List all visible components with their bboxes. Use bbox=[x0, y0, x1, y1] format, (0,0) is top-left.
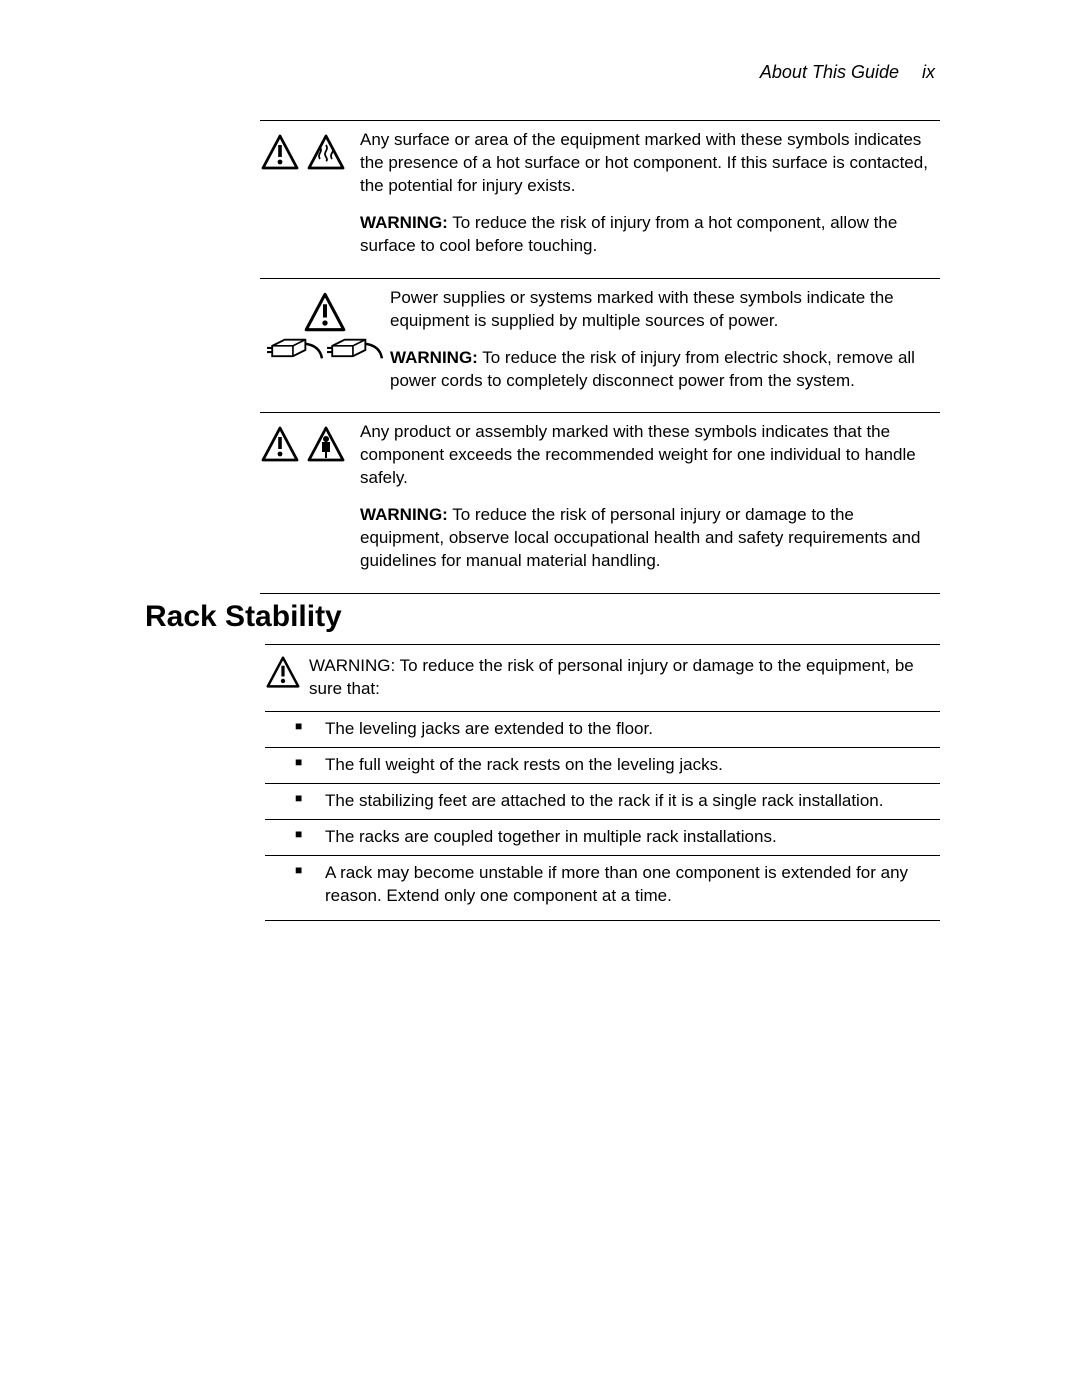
power-plugs-icon bbox=[266, 337, 384, 363]
warning-body: To reduce the risk of personal injury or… bbox=[309, 656, 914, 698]
section-heading: Rack Stability bbox=[145, 600, 940, 634]
warning-row-heavy-weight: Any product or assembly marked with thes… bbox=[260, 412, 940, 594]
rack-stability-section: Rack Stability WARNING: To reduce the ri… bbox=[145, 600, 940, 921]
warning-label: WARNING: bbox=[390, 348, 478, 367]
description-text: Any product or assembly marked with thes… bbox=[360, 421, 940, 490]
warning-label: WARNING: bbox=[360, 505, 448, 524]
hot-surface-icon bbox=[306, 133, 346, 171]
warnings-table: Any surface or area of the equipment mar… bbox=[260, 120, 940, 594]
rack-warning: WARNING: To reduce the risk of personal … bbox=[265, 655, 940, 701]
icon-column bbox=[260, 287, 390, 363]
text-column: Any product or assembly marked with thes… bbox=[360, 421, 940, 587]
warning-row-hot-surface: Any surface or area of the equipment mar… bbox=[260, 120, 940, 278]
caution-icon bbox=[260, 133, 300, 171]
caution-icon bbox=[265, 655, 303, 689]
warning-text: WARNING: To reduce the risk of injury fr… bbox=[360, 212, 940, 258]
list-item: The racks are coupled together in multip… bbox=[265, 819, 940, 855]
warning-row-multiple-power: Power supplies or systems marked with th… bbox=[260, 278, 940, 413]
text-column: Power supplies or systems marked with th… bbox=[390, 287, 940, 407]
list-item: The stabilizing feet are attached to the… bbox=[265, 783, 940, 819]
header-page-number: ix bbox=[922, 62, 935, 82]
list-item: The full weight of the rack rests on the… bbox=[265, 747, 940, 783]
header-title: About This Guide bbox=[760, 62, 899, 82]
description-text: Any surface or area of the equipment mar… bbox=[360, 129, 940, 198]
icon-column bbox=[260, 129, 360, 171]
icon-column bbox=[260, 421, 360, 463]
list-item: The leveling jacks are extended to the f… bbox=[265, 711, 940, 747]
caution-icon bbox=[260, 425, 300, 463]
description-text: Power supplies or systems marked with th… bbox=[390, 287, 940, 333]
rack-body: WARNING: To reduce the risk of personal … bbox=[265, 645, 940, 921]
warning-text: WARNING: To reduce the risk of personal … bbox=[360, 504, 940, 573]
list-item: A rack may become unstable if more than … bbox=[265, 855, 940, 921]
page: About This Guide ix Any surface or area … bbox=[0, 0, 1080, 1397]
warning-label: WARNING: bbox=[309, 656, 395, 675]
rack-bullet-list: The leveling jacks are extended to the f… bbox=[265, 711, 940, 921]
caution-icon bbox=[302, 291, 348, 333]
page-header: About This Guide ix bbox=[760, 62, 935, 83]
warning-label: WARNING: bbox=[360, 213, 448, 232]
text-column: Any surface or area of the equipment mar… bbox=[360, 129, 940, 272]
rack-warning-text: WARNING: To reduce the risk of personal … bbox=[309, 655, 940, 701]
warning-text: WARNING: To reduce the risk of injury fr… bbox=[390, 347, 940, 393]
heavy-weight-icon bbox=[306, 425, 346, 463]
